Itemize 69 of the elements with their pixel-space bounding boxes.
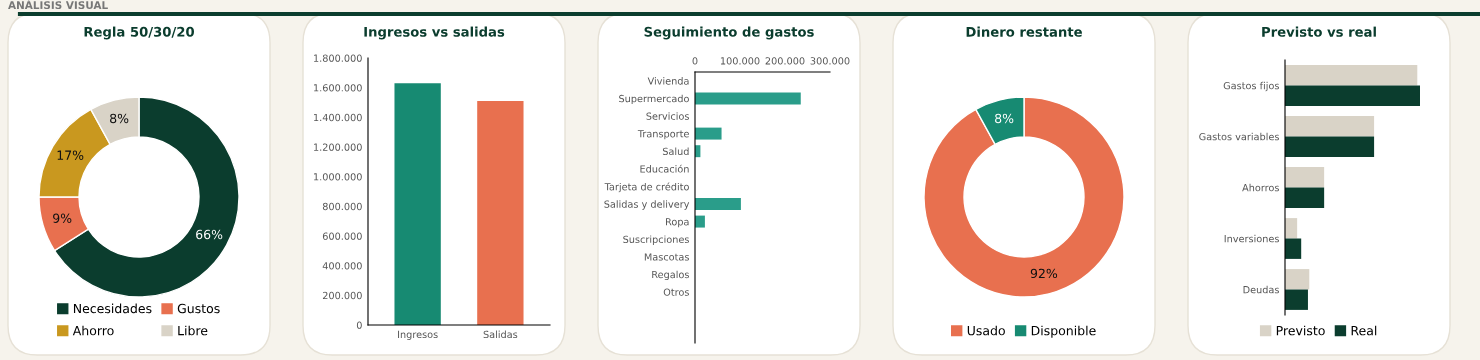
bar bbox=[1285, 238, 1302, 259]
bar bbox=[695, 92, 801, 105]
bar bbox=[1285, 65, 1418, 86]
y-tick-label: Deudas bbox=[1243, 285, 1279, 294]
y-tick-label: Ahorros bbox=[1242, 183, 1279, 192]
x-tick-label: 300.000 bbox=[810, 57, 850, 65]
y-tick-label: 400.000 bbox=[322, 262, 362, 270]
y-tick-label: Educación bbox=[640, 164, 689, 173]
y-tick-label: Salidas y delivery bbox=[604, 200, 690, 210]
y-tick-label: Regalos bbox=[652, 270, 689, 281]
data-label: 8% bbox=[995, 113, 1014, 124]
y-tick-label: Transporte bbox=[637, 130, 689, 140]
y-tick-label: 1.800.000 bbox=[314, 54, 362, 62]
chart-title: Previsto vs real bbox=[1262, 26, 1376, 37]
bar bbox=[1285, 167, 1325, 188]
bar bbox=[1285, 289, 1308, 310]
x-tick-label: Ingresos bbox=[398, 330, 438, 340]
y-tick-label: 1.000.000 bbox=[314, 173, 362, 181]
y-tick-label: Gastos fijos bbox=[1223, 81, 1279, 92]
bar bbox=[1285, 116, 1375, 137]
bar bbox=[695, 198, 741, 210]
data-label: 92% bbox=[1030, 268, 1058, 279]
legend-label: Necesidades bbox=[73, 303, 152, 314]
legend-label: Previsto bbox=[1276, 325, 1325, 336]
bar bbox=[1285, 218, 1298, 239]
chart-title: Regla 50/30/20 bbox=[84, 26, 195, 40]
data-label: 8% bbox=[110, 113, 129, 124]
y-tick-label: Suscripciones bbox=[623, 235, 689, 245]
legend-label: Libre bbox=[178, 325, 208, 336]
y-tick-label: Mascotas bbox=[644, 253, 689, 261]
legend-label: Usado bbox=[967, 325, 1005, 336]
chart-title: Dinero restante bbox=[966, 26, 1082, 37]
y-tick-label: 0 bbox=[356, 321, 362, 329]
y-tick-label: 1.400.000 bbox=[314, 113, 362, 122]
y-tick-label: Servicios bbox=[646, 112, 689, 120]
bar bbox=[1285, 269, 1310, 290]
bar bbox=[1285, 187, 1325, 208]
bar bbox=[1285, 85, 1420, 106]
y-tick-label: Otros bbox=[663, 288, 689, 296]
bar bbox=[1285, 136, 1375, 157]
donut-slice bbox=[923, 96, 1125, 298]
y-tick-label: Supermercado bbox=[619, 94, 689, 105]
y-tick-label: Salud bbox=[662, 147, 689, 156]
data-label: 17% bbox=[57, 150, 84, 160]
x-tick-label: 100.000 bbox=[720, 57, 760, 65]
legend-label: Disponible bbox=[1031, 325, 1096, 338]
chart-title: Seguimiento de gastos bbox=[644, 26, 814, 40]
y-tick-label: Gastos variables bbox=[1199, 132, 1279, 141]
legend-label: Real bbox=[1351, 325, 1377, 336]
y-tick-label: Vivienda bbox=[647, 77, 689, 85]
legend-label: Ahorro bbox=[72, 325, 114, 336]
y-tick-label: Tarjeta de crédito bbox=[604, 182, 689, 193]
y-tick-label: 200.000 bbox=[322, 291, 362, 300]
y-tick-label: 800.000 bbox=[322, 202, 362, 211]
y-tick-label: 600.000 bbox=[322, 232, 362, 240]
text: ANÁLISIS VISUAL bbox=[8, 0, 108, 10]
y-tick-label: Inversiones bbox=[1224, 234, 1279, 243]
y-tick-label: Ropa bbox=[666, 218, 689, 228]
chart-title: Ingresos vs salidas bbox=[364, 26, 505, 40]
x-tick-label: Salidas bbox=[483, 330, 518, 339]
y-tick-label: 1.600.000 bbox=[314, 84, 362, 92]
y-tick-label: 1.200.000 bbox=[314, 143, 362, 151]
data-label: 66% bbox=[196, 229, 223, 240]
bar bbox=[695, 215, 705, 228]
x-tick-label: 200.000 bbox=[765, 57, 805, 65]
x-tick-label: 0 bbox=[692, 57, 698, 65]
bar bbox=[695, 127, 722, 140]
legend-label: Gustos bbox=[177, 303, 220, 314]
data-label: 9% bbox=[53, 213, 72, 223]
